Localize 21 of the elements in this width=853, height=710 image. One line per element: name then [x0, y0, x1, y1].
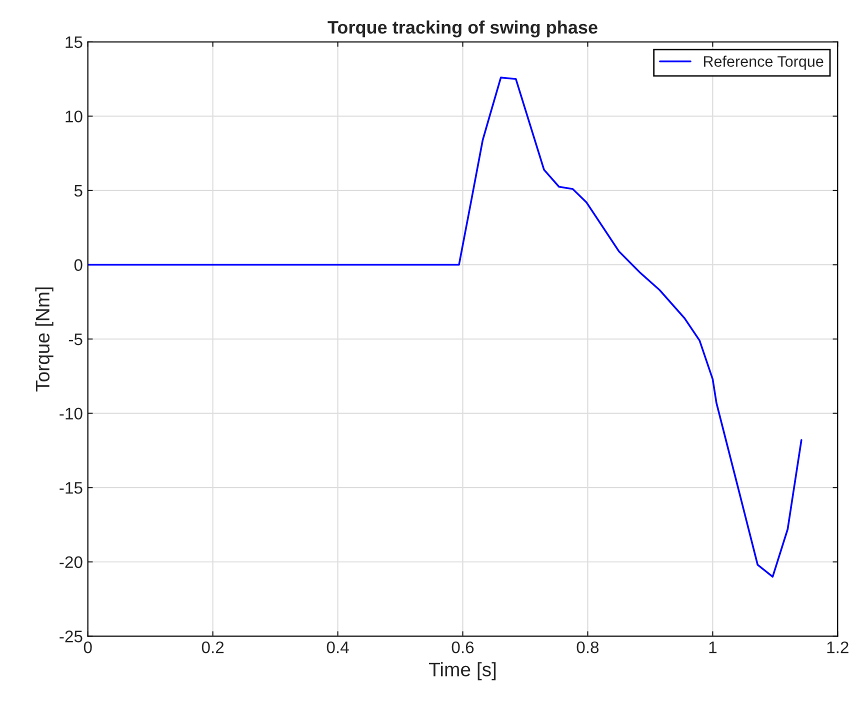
y-tick-label: -15: [60, 482, 82, 494]
y-tick-label: 0: [74, 259, 82, 271]
x-tick-label: 0.2: [202, 641, 224, 654]
x-tick-label: 1: [709, 642, 717, 654]
y-tick-label: -20: [60, 556, 82, 568]
x-tick-label: 1.2: [827, 641, 848, 654]
y-axis-title: Torque [Nm]: [35, 287, 54, 392]
y-tick-label: -25: [60, 630, 82, 642]
chart-title: Torque tracking of swing phase: [328, 20, 598, 38]
y-tick-label: -5: [68, 334, 82, 346]
x-tick-label: 0: [84, 641, 92, 654]
x-tick-label: 0.8: [576, 641, 599, 654]
x-tick-label: 0.6: [452, 641, 474, 654]
y-tick-label: 10: [66, 110, 82, 122]
legend-label: Reference Torque: [704, 56, 824, 70]
y-tick-label: 5: [74, 185, 82, 197]
x-tick-label: 0.4: [326, 641, 349, 654]
y-tick-label: -10: [60, 408, 82, 420]
x-axis-title: Time [s]: [428, 662, 496, 680]
y-tick-label: 15: [66, 36, 82, 48]
line-series: [88, 76, 802, 578]
